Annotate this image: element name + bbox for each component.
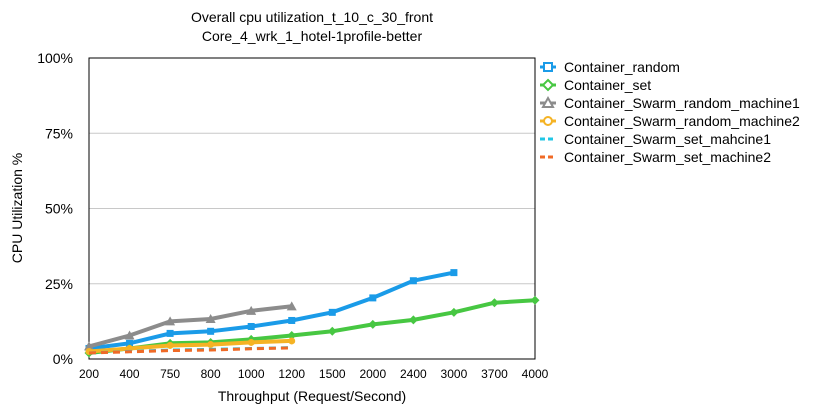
legend-label: Container_Swarm_set_machine2 <box>564 149 771 165</box>
x-tick-label: 2400 <box>400 367 427 381</box>
data-point <box>450 269 458 277</box>
legend-item: Container_Swarm_random_machine2 <box>540 113 800 129</box>
data-point <box>328 308 336 316</box>
data-point <box>124 330 135 340</box>
data-point <box>286 301 297 311</box>
series-line <box>88 304 292 349</box>
legend-marker <box>543 116 553 126</box>
y-tick-label: 50% <box>45 201 73 217</box>
x-tick-label: 4000 <box>522 367 549 381</box>
y-tick-label: 25% <box>45 276 73 292</box>
data-point <box>207 341 215 349</box>
legend-marker <box>541 95 555 108</box>
data-point <box>288 316 296 324</box>
y-tick-label: 75% <box>45 125 73 141</box>
legend-label: Container_Swarm_random_machine2 <box>564 113 800 129</box>
x-tick-label: 3700 <box>481 367 508 381</box>
series-line <box>88 270 455 351</box>
data-point <box>207 327 215 335</box>
x-tick-label: 750 <box>160 367 180 381</box>
x-tick-label: 400 <box>120 367 140 381</box>
data-point <box>408 315 418 325</box>
legend-item: Container_Swarm_random_machine1 <box>540 95 800 111</box>
data-point <box>288 337 296 345</box>
chart-title: Overall cpu utilization_t_10_c_30_front <box>191 9 433 25</box>
data-point <box>247 322 255 330</box>
data-point <box>530 295 540 305</box>
data-point <box>126 339 134 347</box>
data-point <box>166 329 174 337</box>
data-point <box>166 341 174 349</box>
series-2 <box>84 301 297 351</box>
data-point <box>409 277 417 285</box>
series-5 <box>88 346 292 355</box>
grid <box>89 132 535 285</box>
series-line <box>88 346 292 355</box>
legend-marker <box>541 78 555 92</box>
legend-item: Container_Swarm_set_machine2 <box>540 149 771 165</box>
x-axis-label: Throughput (Request/Second) <box>218 388 406 404</box>
legend-marker <box>543 62 553 72</box>
legend-label: Container_Swarm_set_mahcine1 <box>564 131 771 147</box>
x-tick-label: 200 <box>79 367 99 381</box>
data-point <box>327 326 337 336</box>
legend-item: Container_Swarm_set_mahcine1 <box>540 131 771 147</box>
y-tick-label: 0% <box>53 351 73 367</box>
x-tick-label: 1200 <box>278 367 305 381</box>
data-point <box>368 319 378 329</box>
legend-item: Container_set <box>540 77 651 93</box>
legend-item: Container_random <box>540 59 680 75</box>
legend-label: Container_random <box>564 59 680 75</box>
data-point <box>489 298 499 308</box>
y-tick-label: 100% <box>37 50 73 66</box>
x-axis: 200 400 750 800 1000 1200 1500 2000 2400 3000 3700… <box>79 367 549 381</box>
legend-label: Container_set <box>564 77 651 93</box>
data-point <box>449 307 459 317</box>
series-line <box>88 338 292 354</box>
data-point <box>84 341 94 351</box>
series-group <box>84 269 540 358</box>
data-point <box>369 294 377 302</box>
data-point <box>287 331 297 341</box>
chart-subtitle: Core_4_wrk_1_hotel-1profile-better <box>202 28 423 44</box>
legend: Container_random Container_set Container_S… <box>540 59 800 165</box>
x-tick-label: 1000 <box>238 367 265 381</box>
x-tick-label: 3000 <box>441 367 468 381</box>
plot-area <box>88 57 536 360</box>
x-tick-label: 800 <box>201 367 221 381</box>
data-point <box>165 316 176 326</box>
legend-label: Container_Swarm_random_machine1 <box>564 95 800 111</box>
y-axis: 0% 25% 50% 75% 100% <box>37 50 73 367</box>
data-point <box>247 338 255 346</box>
x-tick-label: 2000 <box>359 367 386 381</box>
y-axis-label: CPU Utilization % <box>9 153 25 263</box>
x-tick-label: 1500 <box>319 367 346 381</box>
data-point <box>246 305 257 315</box>
data-point <box>205 313 216 323</box>
